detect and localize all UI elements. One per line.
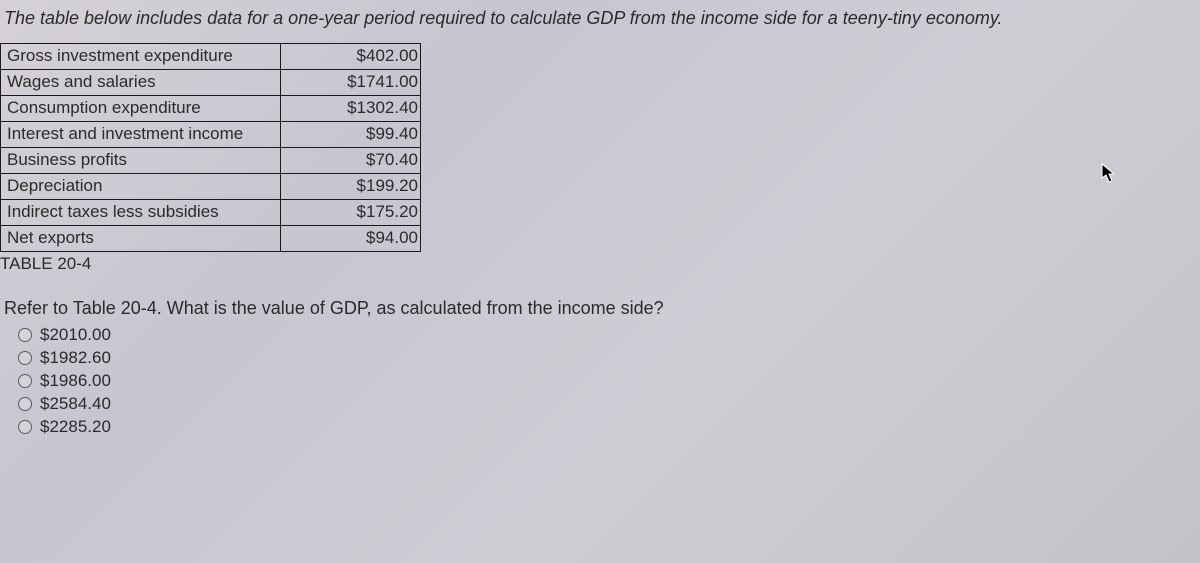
row-value: $94.00 — [281, 225, 421, 251]
question-text: Refer to Table 20-4. What is the value o… — [4, 298, 1200, 319]
row-value: $1302.40 — [281, 95, 421, 121]
table-row: Wages and salaries $1741.00 — [1, 69, 421, 95]
radio-icon[interactable] — [18, 351, 32, 365]
row-label: Gross investment expenditure — [1, 44, 281, 70]
table-row: Gross investment expenditure $402.00 — [1, 44, 421, 70]
radio-icon[interactable] — [18, 328, 32, 342]
table-row: Net exports $94.00 — [1, 225, 421, 251]
row-value: $70.40 — [281, 147, 421, 173]
table-row: Business profits $70.40 — [1, 147, 421, 173]
row-label: Business profits — [1, 147, 281, 173]
table-row: Interest and investment income $99.40 — [1, 121, 421, 147]
radio-icon[interactable] — [18, 420, 32, 434]
row-label: Indirect taxes less subsidies — [1, 199, 281, 225]
row-value: $1741.00 — [281, 69, 421, 95]
row-value: $199.20 — [281, 173, 421, 199]
gdp-data-table: Gross investment expenditure $402.00 Wag… — [0, 43, 421, 252]
option-label: $1982.60 — [40, 348, 111, 368]
answer-option[interactable]: $1982.60 — [18, 348, 1200, 368]
row-label: Depreciation — [1, 173, 281, 199]
option-label: $2584.40 — [40, 394, 111, 414]
row-value: $402.00 — [281, 44, 421, 70]
option-label: $1986.00 — [40, 371, 111, 391]
cursor-icon — [1100, 162, 1118, 190]
option-label: $2285.20 — [40, 417, 111, 437]
radio-icon[interactable] — [18, 397, 32, 411]
answer-option[interactable]: $2285.20 — [18, 417, 1200, 437]
answer-option[interactable]: $2584.40 — [18, 394, 1200, 414]
table-row: Depreciation $199.20 — [1, 173, 421, 199]
intro-text: The table below includes data for a one-… — [0, 0, 1200, 43]
table-row: Consumption expenditure $1302.40 — [1, 95, 421, 121]
answer-option[interactable]: $2010.00 — [18, 325, 1200, 345]
radio-icon[interactable] — [18, 374, 32, 388]
row-label: Wages and salaries — [1, 69, 281, 95]
table-row: Indirect taxes less subsidies $175.20 — [1, 199, 421, 225]
row-value: $99.40 — [281, 121, 421, 147]
answer-options: $2010.00 $1982.60 $1986.00 $2584.40 $228… — [18, 325, 1200, 437]
row-label: Interest and investment income — [1, 121, 281, 147]
row-label: Net exports — [1, 225, 281, 251]
table-caption: TABLE 20-4 — [0, 254, 1200, 274]
answer-option[interactable]: $1986.00 — [18, 371, 1200, 391]
option-label: $2010.00 — [40, 325, 111, 345]
row-label: Consumption expenditure — [1, 95, 281, 121]
row-value: $175.20 — [281, 199, 421, 225]
